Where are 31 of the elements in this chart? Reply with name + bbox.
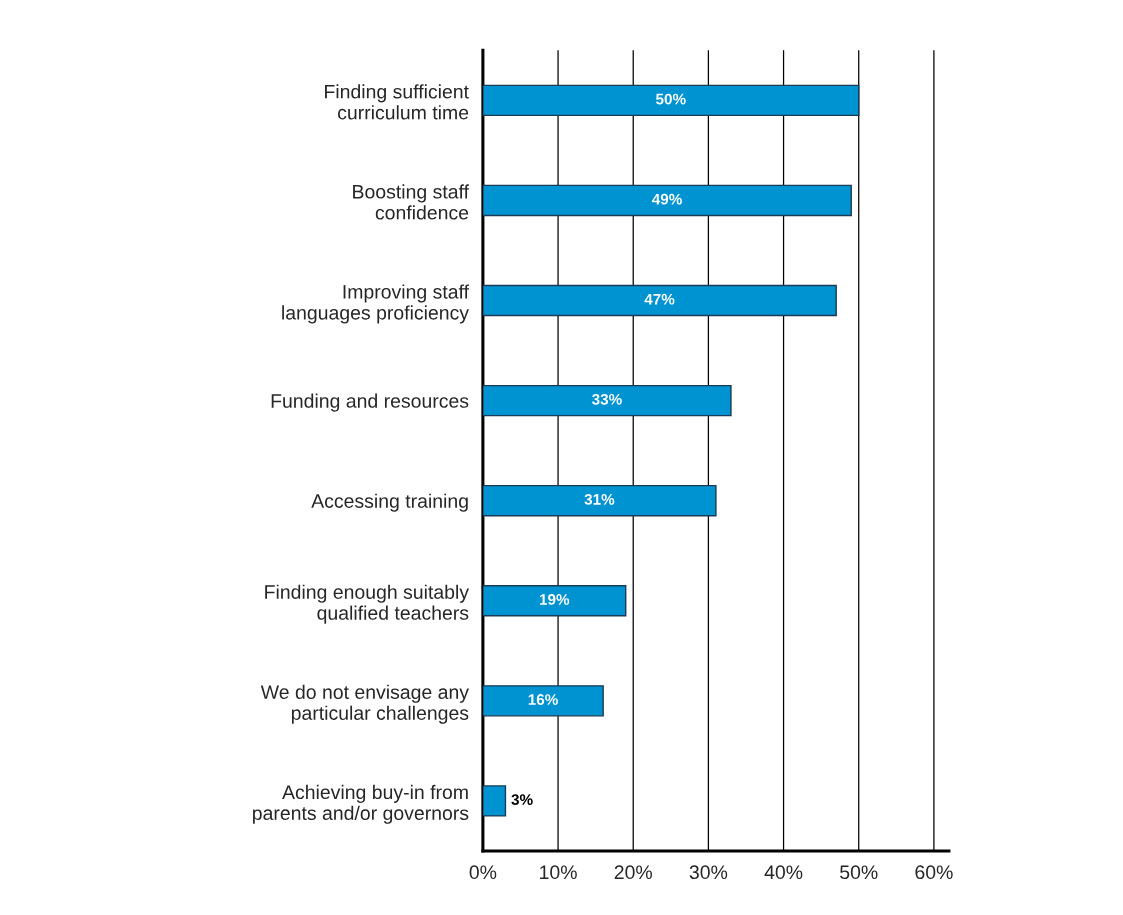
y-tick-label: We do not envisage any particular challenges (260, 684, 469, 724)
data-label: 49% (652, 193, 682, 205)
data-label: 33% (591, 393, 622, 405)
x-tick-label: 60% (915, 865, 953, 880)
data-label: 16% (528, 694, 558, 705)
y-tick-label: Accessing training (311, 493, 468, 512)
x-tick-label: 30% (689, 865, 728, 880)
y-tick-label: Improving staff languages proficiency (282, 284, 470, 324)
x-tick-label: 0% (469, 865, 497, 880)
bar (482, 84, 860, 117)
bar (482, 585, 627, 617)
data-label: 50% (655, 93, 686, 105)
y-tick-label: Finding enough suitably qualified teachers (265, 584, 469, 624)
y-tick-label: Achieving buy-in from parents and/or governors (253, 784, 469, 824)
x-tick-label: 10% (540, 865, 577, 880)
bar (482, 284, 837, 317)
bar (482, 785, 507, 817)
bar (482, 484, 717, 517)
x-tick-label: 20% (614, 865, 652, 880)
bar (482, 184, 852, 217)
bar (482, 685, 604, 717)
y-tick-label: Boosting staff confidence (353, 184, 470, 220)
y-tick-label: Funding and resources (271, 393, 469, 412)
x-tick-label: 50% (840, 865, 878, 880)
data-label: 31% (584, 493, 615, 505)
bar (482, 384, 732, 417)
data-label: 19% (539, 594, 570, 605)
data-label: 3% (511, 794, 533, 806)
x-tick-label: 40% (764, 865, 803, 880)
data-label: 47% (644, 293, 675, 305)
y-tick-label: Finding sufficient curriculum time (325, 84, 469, 120)
